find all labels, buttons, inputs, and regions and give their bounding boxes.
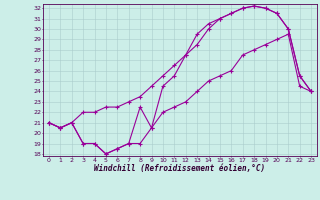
X-axis label: Windchill (Refroidissement éolien,°C): Windchill (Refroidissement éolien,°C) xyxy=(94,164,266,173)
